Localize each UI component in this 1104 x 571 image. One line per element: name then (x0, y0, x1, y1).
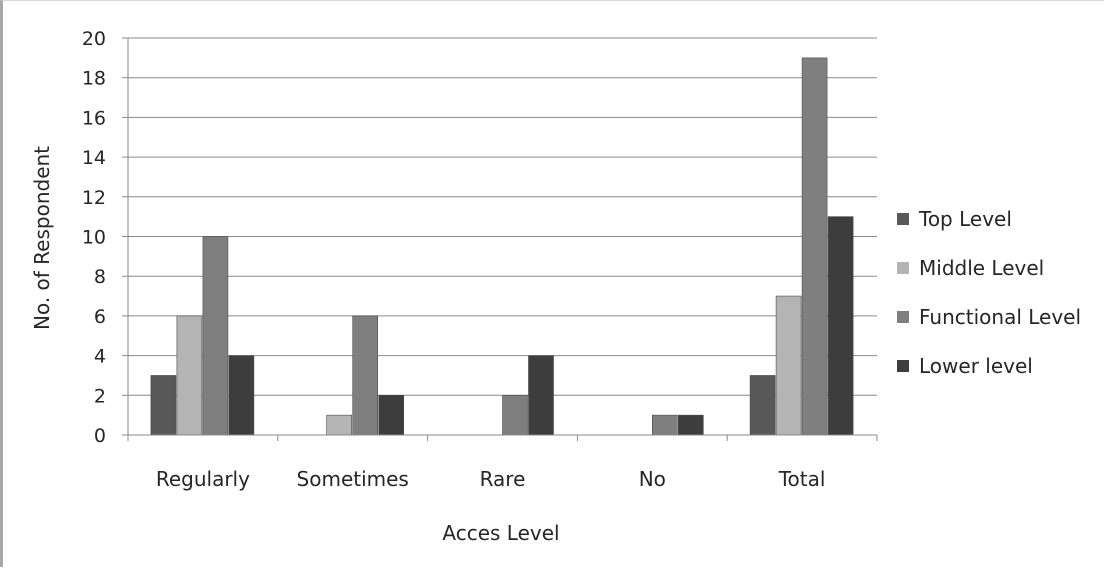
y-tick-label: 8 (94, 266, 106, 288)
legend-swatch (897, 311, 909, 323)
bar-functional-level-regularly (202, 236, 229, 436)
legend-swatch (897, 360, 909, 372)
bar-lower-level-regularly (228, 355, 255, 436)
bar-lower-level-no (677, 414, 704, 436)
y-tick-labels: 0 2 4 6 8 10 12 14 16 18 20 (82, 28, 106, 447)
bar-top-level-regularly (150, 375, 177, 436)
y-tick-label: 20 (82, 28, 106, 50)
bar-middle-level-total (775, 295, 802, 436)
legend-label: Lower level (919, 354, 1033, 378)
y-tick-label: 6 (94, 306, 106, 328)
x-tick-labels: Regularly Sometimes Rare No Total (156, 467, 826, 491)
x-tick-label: Regularly (156, 467, 250, 491)
bar-top-level-total (749, 375, 776, 436)
y-tick-label: 16 (82, 107, 106, 129)
bars (150, 57, 854, 436)
x-tick-label: Total (778, 467, 826, 491)
bar-functional-level-rare (502, 394, 528, 436)
legend: Top Level Middle Level Functional Level Low… (897, 207, 1081, 378)
legend-label: Top Level (918, 207, 1012, 231)
y-tick-label: 18 (82, 68, 106, 90)
bar-lower-level-sometimes (378, 394, 405, 436)
y-tick-label: 10 (82, 227, 106, 249)
y-tick-label: 12 (82, 187, 106, 209)
bar-middle-level-sometimes (326, 414, 353, 436)
bar-functional-level-no (651, 414, 678, 436)
gridlines (128, 37, 877, 396)
bar-chart: 0 2 4 6 8 10 12 14 16 18 20 Regularly Sometimes Rare… (30, 28, 1081, 545)
x-tick-label: Sometimes (297, 467, 409, 491)
x-tick-label: No (639, 467, 666, 491)
bar-lower-level-total (827, 216, 854, 436)
y-tick-label: 0 (94, 425, 106, 447)
bar-functional-level-total (801, 57, 828, 436)
bar-lower-level-rare (528, 355, 554, 436)
y-axis-title: No. of Respondent (30, 146, 54, 330)
legend-swatch (897, 262, 909, 274)
x-tick-label: Rare (480, 467, 526, 491)
y-tick-label: 2 (94, 385, 106, 407)
bar-functional-level-sometimes (352, 315, 379, 436)
legend-swatch (897, 213, 909, 225)
axes (122, 37, 878, 441)
x-axis-title: Acces Level (442, 521, 559, 545)
y-tick-label: 4 (94, 346, 106, 368)
bar-middle-level-regularly (176, 315, 203, 436)
y-tick-label: 14 (82, 147, 106, 169)
legend-label: Functional Level (919, 305, 1081, 329)
legend-label: Middle Level (919, 256, 1044, 280)
